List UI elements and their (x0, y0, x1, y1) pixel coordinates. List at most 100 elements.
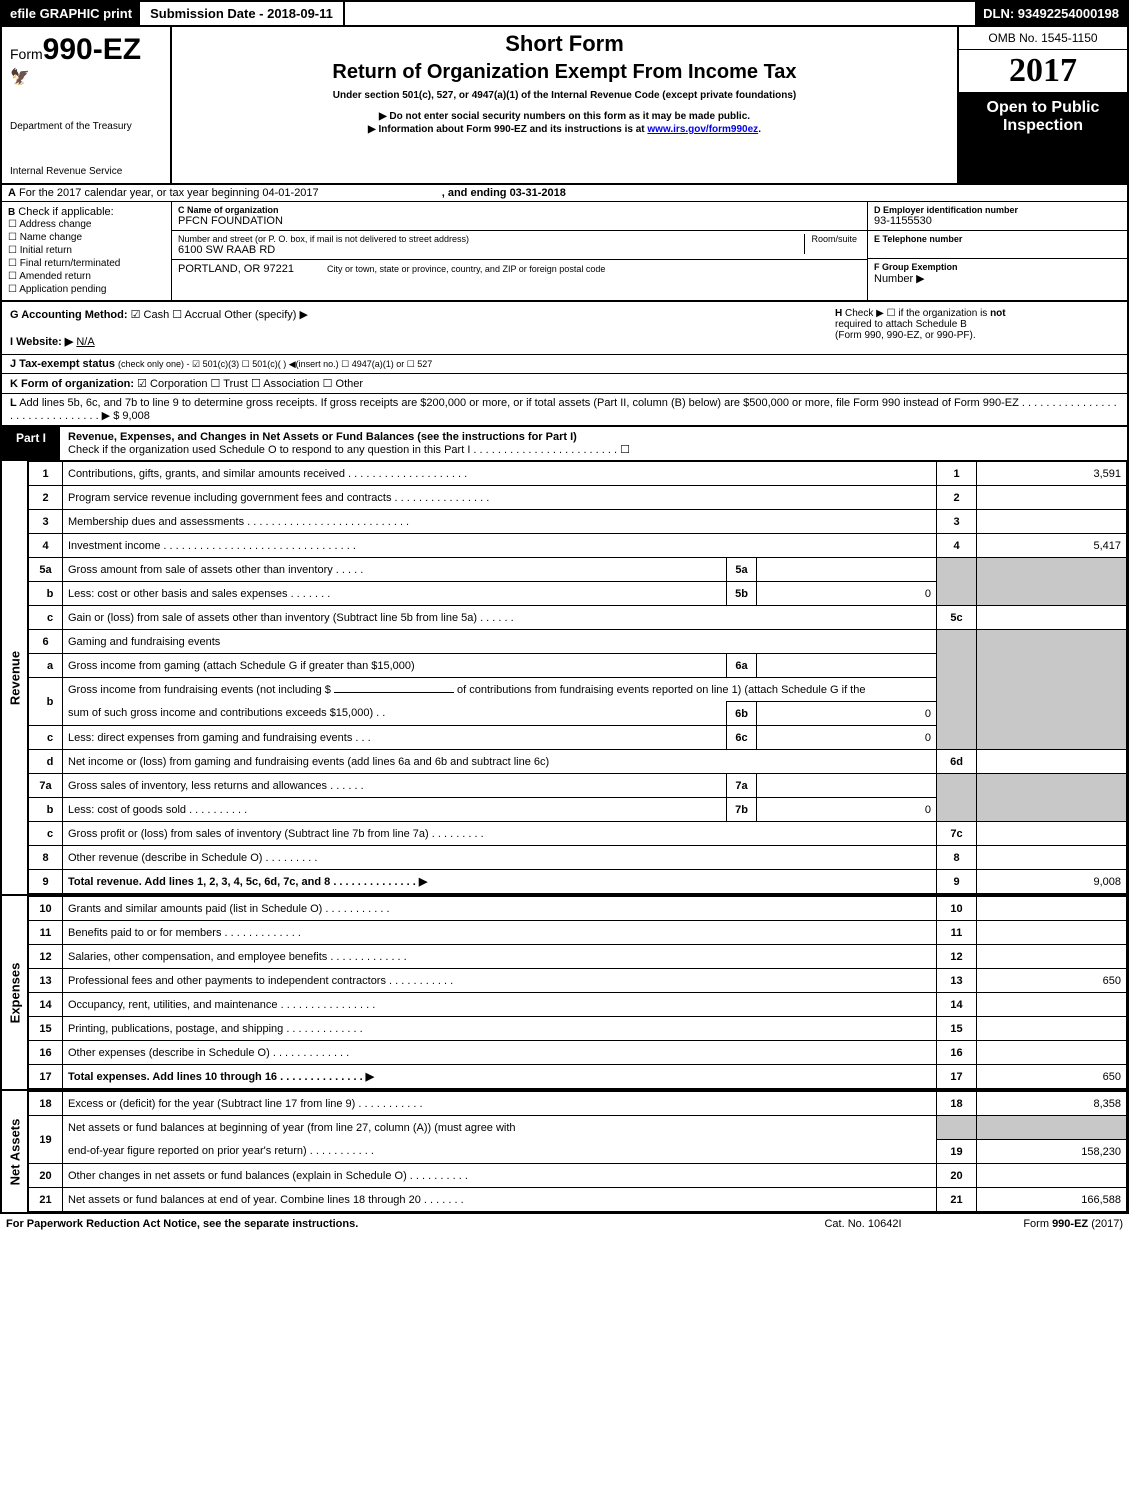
h-label: H (835, 308, 842, 319)
a-text1: For the 2017 calendar year, or tax year … (19, 187, 319, 199)
line-11: 11Benefits paid to or for members . . . … (29, 921, 1127, 945)
l5b-sref: 5b (727, 582, 757, 606)
l1-ref: 1 (937, 462, 977, 486)
line-5a: 5aGross amount from sale of assets other… (29, 558, 1127, 582)
k-label: K Form of organization: (10, 378, 134, 390)
e-label: E Telephone number (874, 234, 1121, 244)
l5c-ref: 5c (937, 606, 977, 630)
l5a-sref: 5a (727, 558, 757, 582)
footer-left: For Paperwork Reduction Act Notice, see … (6, 1218, 783, 1230)
l20-desc: Other changes in net assets or fund bala… (63, 1164, 937, 1188)
j-label: J Tax-exempt status (10, 358, 115, 370)
h-text1: Check ▶ ☐ if the organization is (845, 308, 990, 319)
l19-desc1: Net assets or fund balances at beginning… (63, 1116, 937, 1140)
chk-initial-return[interactable]: ☐ Initial return (8, 244, 165, 257)
l19-ref: 19 (937, 1140, 977, 1164)
l12-val (977, 945, 1127, 969)
l13-num: 13 (29, 969, 63, 993)
header-center: Short Form Return of Organization Exempt… (172, 27, 957, 183)
irs-link[interactable]: www.irs.gov/form990ez (647, 124, 758, 135)
c-street-box: Number and street (or P. O. box, if mail… (172, 231, 867, 260)
topbar-spacer (345, 2, 975, 25)
line-6d: dNet income or (loss) from gaming and fu… (29, 750, 1127, 774)
l6-num: 6 (29, 630, 63, 654)
l14-ref: 14 (937, 993, 977, 1017)
l6c-sref: 6c (727, 726, 757, 750)
l5c-num: c (29, 606, 63, 630)
expenses-section: Expenses 10Grants and similar amounts pa… (2, 894, 1127, 1089)
l18-ref: 18 (937, 1092, 977, 1116)
chk-final-return-label: Final return/terminated (20, 258, 121, 269)
l7c-ref: 7c (937, 822, 977, 846)
header-right: OMB No. 1545-1150 2017 Open to Public In… (957, 27, 1127, 183)
chk-address-change-label: Address change (19, 219, 91, 230)
l18-val: 8,358 (977, 1092, 1127, 1116)
l12-num: 12 (29, 945, 63, 969)
part1-title-box: Revenue, Expenses, and Changes in Net As… (60, 427, 1127, 460)
line-3: 3Membership dues and assessments . . . .… (29, 510, 1127, 534)
l6b-desc1: Gross income from fundraising events (no… (63, 678, 937, 702)
subtitle-info: ▶ Information about Form 990-EZ and its … (182, 124, 947, 135)
form-990ez: 990-EZ (43, 33, 141, 66)
l5a-desc: Gross amount from sale of assets other t… (63, 558, 727, 582)
chk-amended[interactable]: ☐ Amended return (8, 270, 165, 283)
l7ab-grey-val (977, 774, 1127, 822)
l11-ref: 11 (937, 921, 977, 945)
l3-num: 3 (29, 510, 63, 534)
l2-desc: Program service revenue including govern… (63, 486, 937, 510)
l7a-desc: Gross sales of inventory, less returns a… (63, 774, 727, 798)
row-k: K Form of organization: ☑ Corporation ☐ … (2, 374, 1127, 394)
footer-right: Form 990-EZ (2017) (943, 1218, 1123, 1230)
l18-num: 18 (29, 1092, 63, 1116)
a-text2: , and ending 03-31-2018 (442, 187, 566, 199)
l5c-val (977, 606, 1127, 630)
l5a-sval (757, 558, 937, 582)
topbar: efile GRAPHIC print Submission Date - 20… (2, 2, 1127, 27)
l16-num: 16 (29, 1041, 63, 1065)
l10-ref: 10 (937, 897, 977, 921)
footer-mid: Cat. No. 10642I (783, 1218, 943, 1230)
l12-ref: 12 (937, 945, 977, 969)
c-name-box: C Name of organization PFCN FOUNDATION (172, 202, 867, 231)
footer-right-suffix: (2017) (1088, 1218, 1123, 1230)
l19-num: 19 (29, 1116, 63, 1164)
line-7a: 7aGross sales of inventory, less returns… (29, 774, 1127, 798)
l6b-d2: of contributions from fundraising events… (454, 684, 866, 696)
f-group-box: F Group Exemption Number ▶ (868, 259, 1127, 288)
l7a-sval (757, 774, 937, 798)
g-label: G Accounting Method: (10, 309, 128, 321)
netassets-table: 18Excess or (deficit) for the year (Subt… (28, 1091, 1127, 1212)
revenue-section: Revenue 1Contributions, gifts, grants, a… (2, 461, 1127, 894)
chk-address-change[interactable]: ☐ Address change (8, 218, 165, 231)
l17-desc-cell: Total expenses. Add lines 10 through 16 … (63, 1065, 937, 1089)
chk-final-return[interactable]: ☐ Final return/terminated (8, 257, 165, 270)
l7a-sref: 7a (727, 774, 757, 798)
j-text: (check only one) - ☑ 501(c)(3) ☐ 501(c)(… (118, 359, 432, 369)
expenses-content: 10Grants and similar amounts paid (list … (28, 896, 1127, 1089)
line-18: 18Excess or (deficit) for the year (Subt… (29, 1092, 1127, 1116)
chk-name-change-label: Name change (20, 232, 82, 243)
l7b-desc: Less: cost of goods sold . . . . . . . .… (63, 798, 727, 822)
l18-desc: Excess or (deficit) for the year (Subtra… (63, 1092, 937, 1116)
l11-desc: Benefits paid to or for members . . . . … (63, 921, 937, 945)
l5b-sval: 0 (757, 582, 937, 606)
l21-num: 21 (29, 1188, 63, 1212)
line-7c: cGross profit or (loss) from sales of in… (29, 822, 1127, 846)
l5b-desc: Less: cost or other basis and sales expe… (63, 582, 727, 606)
chk-pending[interactable]: ☐ Application pending (8, 283, 165, 296)
l9-desc: Total revenue. Add lines 1, 2, 3, 4, 5c,… (68, 876, 427, 888)
omb-number: OMB No. 1545-1150 (959, 27, 1127, 50)
l8-ref: 8 (937, 846, 977, 870)
f-label: F Group Exemption (874, 262, 1121, 272)
l1-desc: Contributions, gifts, grants, and simila… (63, 462, 937, 486)
l21-ref: 21 (937, 1188, 977, 1212)
l6d-ref: 6d (937, 750, 977, 774)
revenue-content: 1Contributions, gifts, grants, and simil… (28, 461, 1127, 894)
street-value: 6100 SW RAAB RD (178, 244, 861, 256)
netassets-label: Net Assets (7, 1118, 22, 1185)
l19-desc2: end-of-year figure reported on prior yea… (63, 1140, 937, 1164)
l4-ref: 4 (937, 534, 977, 558)
chk-name-change[interactable]: ☐ Name change (8, 231, 165, 244)
l6a-sval (757, 654, 937, 678)
l6-desc: Gaming and fundraising events (63, 630, 937, 654)
